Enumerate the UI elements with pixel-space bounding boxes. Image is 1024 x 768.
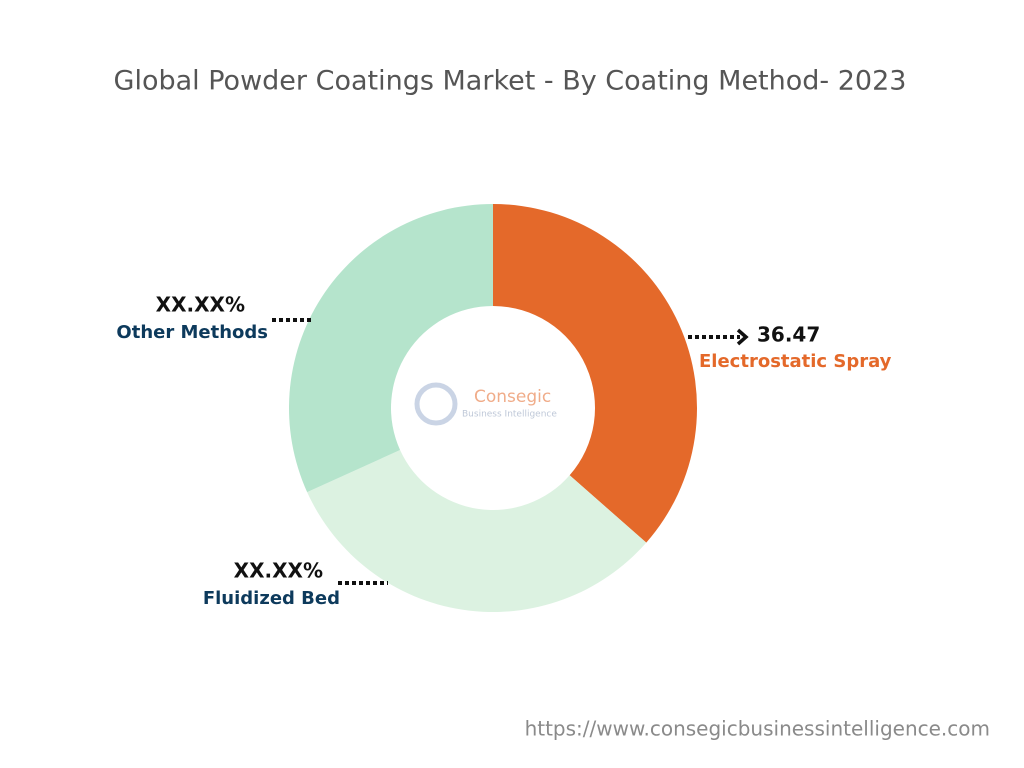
- watermark: Consegic Business Intelligence: [414, 382, 557, 426]
- category-label: Other Methods: [116, 322, 268, 343]
- value-label: XX.XX%: [156, 293, 245, 317]
- leader-arrow: [736, 328, 749, 346]
- donut-segment: [493, 204, 698, 543]
- category-label: Electrostatic Spray: [699, 351, 892, 372]
- source-url: https://www.consegicbusinessintelligence…: [525, 717, 990, 741]
- value-label: XX.XX%: [234, 559, 323, 583]
- value-label: 36.47: [757, 323, 820, 347]
- donut-segment: [307, 450, 647, 612]
- donut-segment: [289, 204, 493, 493]
- category-label: Fluidized Bed: [203, 588, 340, 609]
- watermark-tagline: Business Intelligence: [462, 410, 557, 420]
- watermark-name: Consegic: [474, 387, 551, 407]
- watermark-logo: [414, 382, 458, 426]
- chart-title: Global Powder Coatings Market - By Coati…: [114, 66, 907, 97]
